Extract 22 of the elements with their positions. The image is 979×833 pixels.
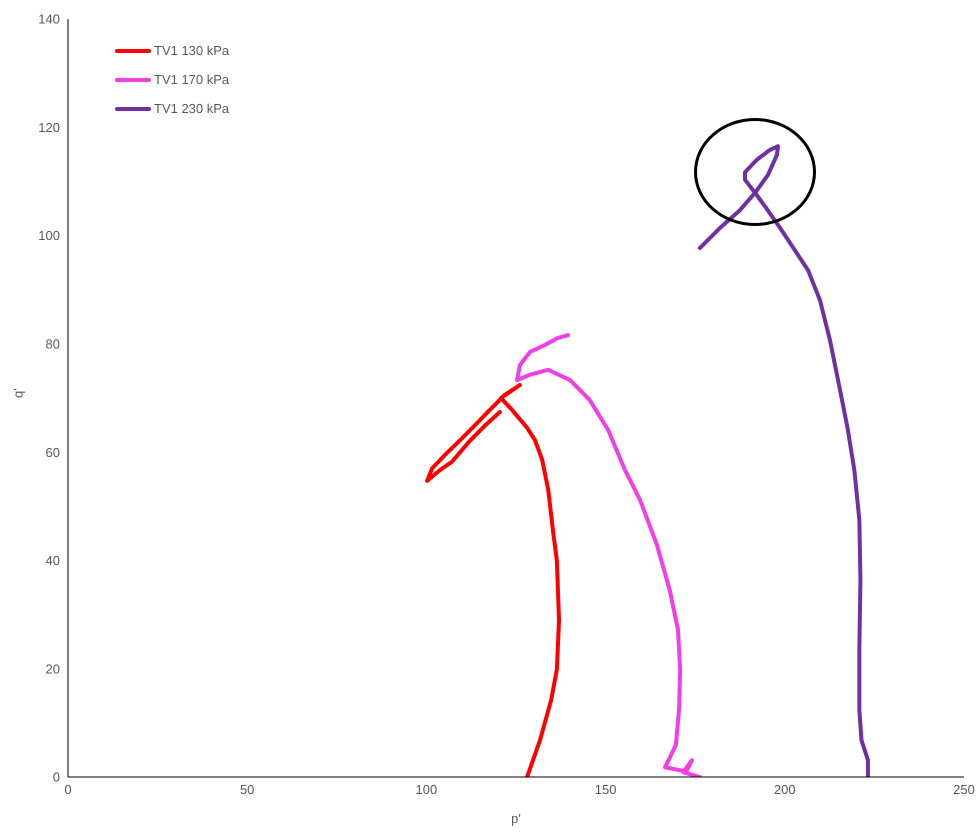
y-tick-label: 120: [38, 120, 60, 135]
x-tick-label: 200: [774, 782, 796, 798]
y-axis-title: q': [10, 388, 26, 398]
x-tick-label: 100: [416, 782, 438, 798]
line-series: [515, 333, 702, 777]
line-series: [698, 144, 870, 777]
legend-label: TV1 170 kPa: [154, 72, 230, 87]
x-tick-label: 150: [594, 782, 616, 798]
x-tick-label: 250: [953, 782, 975, 798]
y-tick-label: 40: [46, 553, 60, 568]
y-tick-label: 60: [46, 444, 60, 460]
x-tick-label: 0: [64, 782, 72, 798]
line-series: [425, 383, 562, 777]
y-tick-label: 0: [52, 770, 60, 785]
legend-label: TV1 130 kPa: [154, 43, 230, 58]
y-tick-label: 20: [46, 661, 60, 676]
x-axis-title: p': [511, 811, 521, 826]
x-tick-label: 50: [240, 782, 254, 798]
y-tick-label: 100: [38, 228, 60, 244]
y-tick-label: 80: [46, 336, 60, 352]
legend-label: TV1 230 kPa: [154, 101, 230, 116]
y-tick-label: 140: [38, 12, 60, 27]
